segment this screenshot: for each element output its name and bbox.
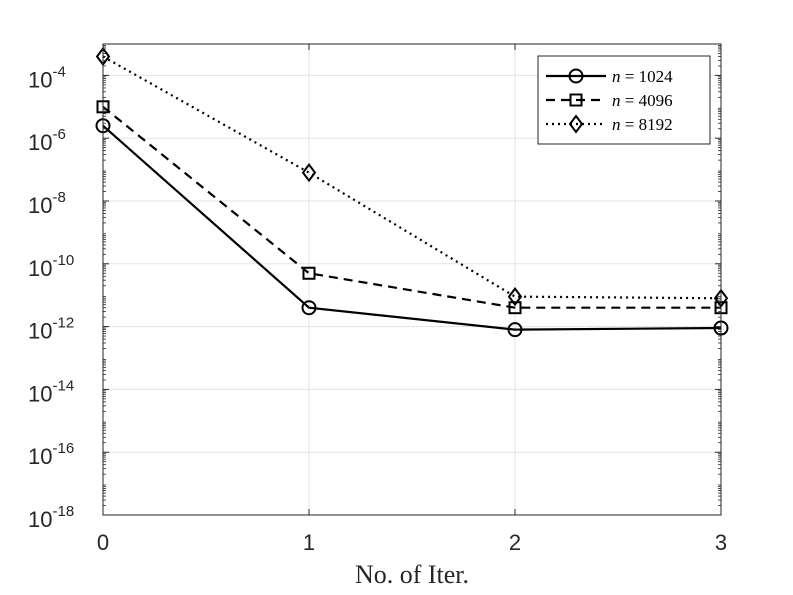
y-tick-label: 10-4: [28, 63, 66, 92]
x-tick-label: 1: [303, 530, 315, 555]
legend-label: n = 8192: [612, 115, 673, 134]
series-line: [102, 124, 722, 331]
y-tick-label: 10-18: [28, 503, 74, 532]
legend-label: n = 4096: [612, 91, 673, 110]
tick-marks: [102, 44, 722, 516]
plot-area-frame: [102, 43, 722, 516]
legend-marker-square: [569, 93, 583, 107]
legend: n = 1024 n = 4096 n = 8192: [537, 55, 711, 145]
x-tick-labels: 0 1 2 3: [97, 530, 727, 555]
x-tick-label: 3: [715, 530, 727, 555]
data-point-circle: [301, 300, 317, 316]
y-tick-label: 10-8: [28, 189, 66, 218]
x-tick-label: 2: [509, 530, 521, 555]
data-point-diamond: [507, 286, 523, 307]
legend-marker-circle: [568, 68, 584, 84]
data-point-square: [302, 266, 316, 280]
y-tick-label: 10-12: [28, 315, 74, 344]
data-point-circle: [507, 322, 523, 338]
x-tick-label: 0: [97, 530, 109, 555]
x-axis-title: No. of Iter.: [355, 560, 469, 589]
legend-label: n = 1024: [612, 67, 673, 86]
legend-marker-diamond: [568, 114, 584, 134]
y-tick-label: 10-16: [28, 440, 74, 469]
data-point-square: [508, 301, 522, 315]
y-tick-label: 10-10: [28, 252, 74, 281]
y-tick-labels: 10-18 10-16 10-14 10-12 10-10 10-8 10-6 10-4: [28, 63, 74, 532]
y-tick-label: 10-14: [28, 377, 74, 406]
series-circle: [95, 118, 729, 338]
y-tick-label: 10-6: [28, 126, 66, 155]
data-point-diamond: [301, 162, 317, 183]
series-line: [102, 105, 721, 309]
